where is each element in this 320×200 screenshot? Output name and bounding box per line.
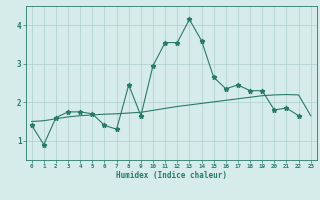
X-axis label: Humidex (Indice chaleur): Humidex (Indice chaleur) — [116, 171, 227, 180]
